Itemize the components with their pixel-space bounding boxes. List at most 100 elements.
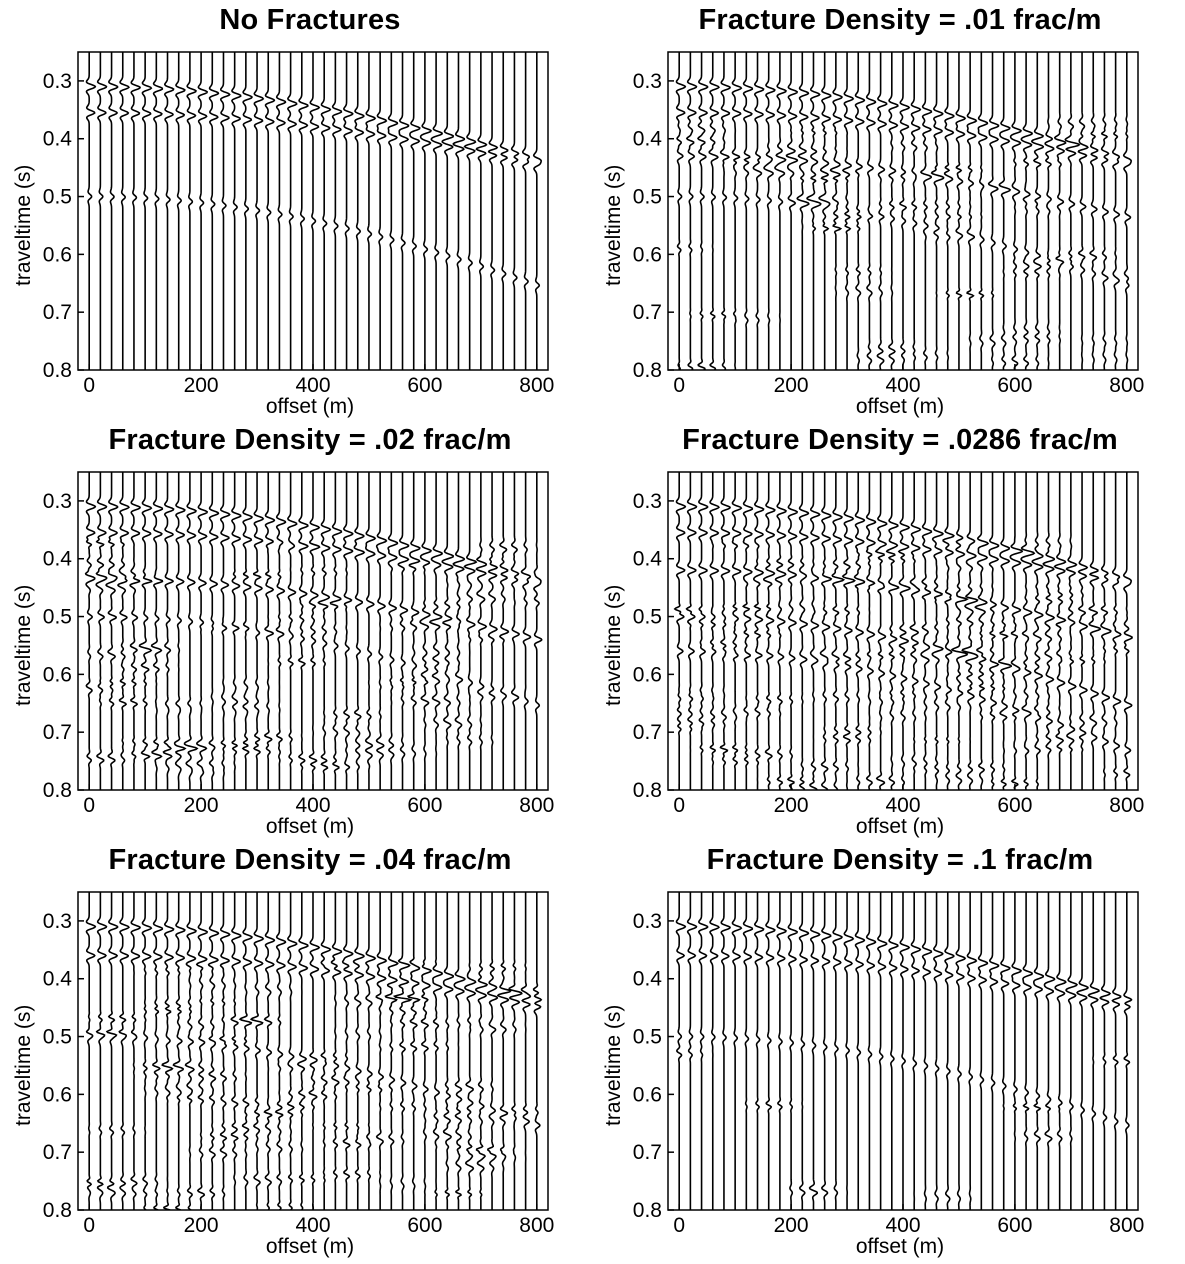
seismic-trace bbox=[384, 892, 399, 1210]
seismic-trace bbox=[1087, 892, 1101, 1210]
y-tick-label: 0.4 bbox=[43, 128, 73, 151]
seismic-trace bbox=[921, 892, 933, 1210]
seismic-trace bbox=[141, 52, 153, 370]
seismic-trace bbox=[944, 892, 955, 1210]
seismic-trace bbox=[231, 52, 242, 370]
seismic-trace bbox=[806, 52, 822, 370]
seismic-trace bbox=[933, 892, 944, 1210]
seismic-trace bbox=[352, 892, 365, 1210]
seismogram-plot: 0 200 400 600 800 0.3 0.4 0.5 0.6 0.7 0.8 bbox=[43, 51, 554, 397]
seismic-trace bbox=[1122, 52, 1132, 370]
seismic-trace bbox=[428, 472, 444, 790]
seismic-trace bbox=[207, 892, 220, 1210]
seismic-trace bbox=[342, 472, 354, 790]
seismic-trace bbox=[920, 472, 933, 790]
seismic-trace bbox=[888, 892, 899, 1210]
seismic-trace bbox=[172, 892, 186, 1210]
seismic-trace bbox=[961, 472, 979, 790]
seismic-trace bbox=[242, 52, 254, 370]
seismic-trace bbox=[162, 472, 175, 790]
seismic-trace bbox=[107, 52, 119, 370]
seismic-trace bbox=[1042, 472, 1056, 790]
seismic-trace bbox=[697, 472, 709, 790]
seismic-trace bbox=[105, 892, 119, 1210]
seismic-trace bbox=[452, 52, 466, 370]
seismic-trace bbox=[432, 892, 444, 1210]
y-tick-label: 0.6 bbox=[43, 243, 72, 266]
x-axis-label: offset (m) bbox=[855, 1235, 945, 1258]
seismic-trace bbox=[286, 52, 298, 370]
seismic-trace bbox=[510, 52, 520, 370]
seismic-trace bbox=[452, 472, 465, 790]
seismic-trace bbox=[119, 52, 130, 370]
seismic-trace bbox=[1076, 892, 1089, 1210]
x-tick-label: 800 bbox=[1109, 794, 1144, 817]
seismic-trace bbox=[331, 52, 343, 370]
y-tick-label: 0.8 bbox=[43, 779, 72, 802]
y-axis-label: traveltime (s) bbox=[12, 164, 35, 286]
y-tick-label: 0.8 bbox=[43, 1199, 72, 1222]
seismic-trace bbox=[96, 52, 108, 370]
y-tick-label: 0.6 bbox=[633, 243, 662, 266]
seismic-trace bbox=[297, 472, 309, 790]
seismic-trace bbox=[354, 52, 365, 370]
seismic-trace bbox=[392, 892, 413, 1210]
seismic-trace bbox=[308, 892, 321, 1210]
seismic-trace bbox=[1100, 472, 1112, 790]
seismic-trace bbox=[1030, 52, 1045, 370]
seismic-trace bbox=[977, 52, 989, 370]
panel-title: Fracture Density = .1 frac/m bbox=[706, 844, 1094, 876]
seismic-trace bbox=[486, 892, 499, 1210]
y-tick-label: 0.7 bbox=[633, 721, 662, 744]
seismic-trace bbox=[832, 892, 844, 1210]
seismic-trace bbox=[375, 472, 388, 790]
traces bbox=[675, 52, 1132, 370]
seismic-trace bbox=[1043, 892, 1056, 1210]
seismic-trace bbox=[419, 52, 432, 370]
x-tick-label: 600 bbox=[997, 1214, 1032, 1237]
seismic-trace bbox=[219, 472, 231, 790]
seismic-trace bbox=[798, 892, 810, 1210]
x-tick-label: 800 bbox=[519, 374, 554, 397]
traces bbox=[675, 892, 1133, 1210]
seismic-trace bbox=[1100, 52, 1110, 370]
seismic-trace bbox=[263, 472, 276, 790]
y-tick-label: 0.8 bbox=[43, 359, 72, 382]
seismic-trace bbox=[1111, 52, 1121, 370]
panel-title: Fracture Density = .02 frac/m bbox=[108, 424, 512, 456]
seismic-trace bbox=[208, 472, 220, 790]
seismic-trace bbox=[818, 52, 832, 370]
y-tick-label: 0.3 bbox=[633, 910, 662, 933]
seismic-trace bbox=[819, 472, 833, 790]
seismic-trace bbox=[1054, 892, 1067, 1210]
seismic-trace bbox=[1000, 892, 1011, 1210]
seismic-trace bbox=[130, 52, 142, 370]
seismic-trace bbox=[1009, 52, 1022, 370]
seismic-trace bbox=[874, 472, 888, 790]
seismic-trace bbox=[208, 52, 220, 370]
x-tick-label: 200 bbox=[774, 794, 809, 817]
seismic-trace bbox=[129, 472, 142, 790]
x-tick-label: 600 bbox=[997, 794, 1032, 817]
seismic-trace bbox=[408, 472, 421, 790]
seismic-trace bbox=[343, 52, 354, 370]
x-tick-label: 400 bbox=[885, 1214, 920, 1237]
y-tick-label: 0.5 bbox=[633, 186, 662, 209]
seismic-trace bbox=[376, 52, 388, 370]
y-axis-label: traveltime (s) bbox=[602, 164, 625, 286]
y-tick-label: 0.7 bbox=[43, 1141, 72, 1164]
seismic-trace bbox=[138, 472, 153, 790]
seismic-trace bbox=[238, 892, 254, 1210]
seismogram-plot: 0 200 400 600 800 0.3 0.4 0.5 0.6 0.7 0.8 bbox=[43, 471, 554, 817]
seismic-trace bbox=[831, 472, 846, 790]
seismic-trace bbox=[163, 52, 175, 370]
x-axis-label: offset (m) bbox=[265, 1235, 355, 1258]
seismic-trace bbox=[387, 52, 399, 370]
seismic-trace bbox=[1077, 472, 1089, 790]
seismic-trace bbox=[988, 892, 1000, 1210]
x-axis-label: offset (m) bbox=[855, 395, 945, 418]
seismic-trace bbox=[1020, 52, 1034, 370]
seismic-trace bbox=[841, 472, 856, 790]
seismic-trace bbox=[753, 892, 765, 1210]
x-tick-label: 0 bbox=[83, 1214, 95, 1237]
